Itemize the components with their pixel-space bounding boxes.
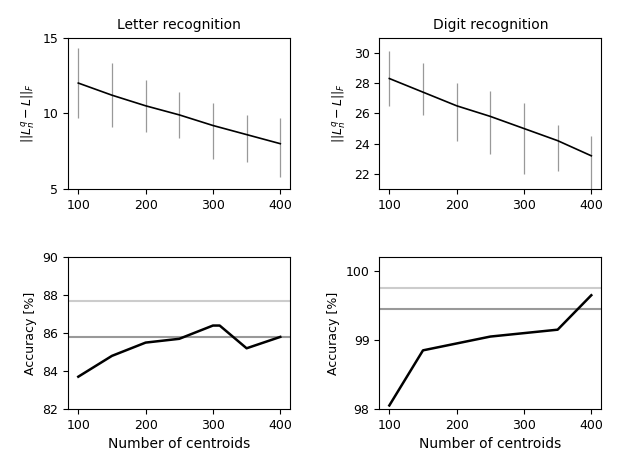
Y-axis label: $||L_n^q - L||_F$: $||L_n^q - L||_F$ <box>330 83 348 143</box>
Y-axis label: Accuracy [%]: Accuracy [%] <box>327 291 340 375</box>
Title: Digit recognition: Digit recognition <box>433 18 548 32</box>
X-axis label: Number of centroids: Number of centroids <box>419 437 562 451</box>
Y-axis label: $||L_n^q - L||_F$: $||L_n^q - L||_F$ <box>19 83 37 143</box>
Y-axis label: Accuracy [%]: Accuracy [%] <box>24 291 37 375</box>
X-axis label: Number of centroids: Number of centroids <box>108 437 250 451</box>
Title: Letter recognition: Letter recognition <box>117 18 241 32</box>
